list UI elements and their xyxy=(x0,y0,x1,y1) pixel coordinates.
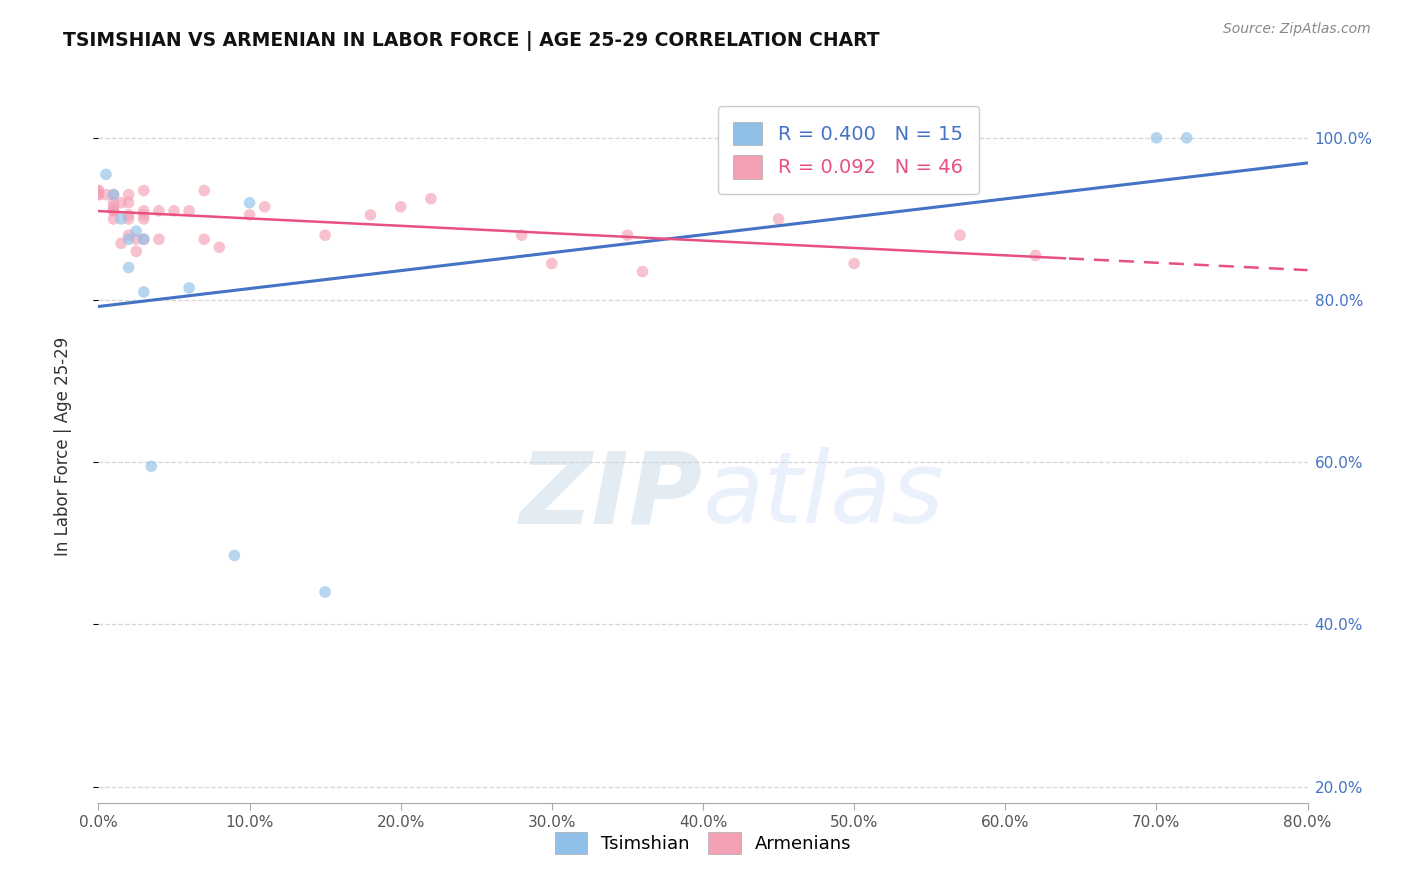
Point xyxy=(103,203,125,218)
Point xyxy=(118,232,141,246)
Point xyxy=(314,228,336,243)
Point xyxy=(1024,248,1046,262)
Text: Source: ZipAtlas.com: Source: ZipAtlas.com xyxy=(1223,22,1371,37)
Point xyxy=(125,232,148,246)
Point xyxy=(768,211,790,226)
Point xyxy=(193,184,215,198)
Point xyxy=(103,203,125,218)
Point xyxy=(239,195,262,210)
Point xyxy=(125,244,148,259)
Point xyxy=(110,195,132,210)
Point xyxy=(208,240,231,254)
Point xyxy=(148,232,170,246)
Point xyxy=(616,228,638,243)
Point xyxy=(420,192,443,206)
Point xyxy=(239,208,262,222)
Point xyxy=(118,187,141,202)
Point xyxy=(87,184,110,198)
Point xyxy=(103,187,125,202)
Point xyxy=(314,585,336,599)
Point xyxy=(844,256,866,270)
Point xyxy=(1175,131,1198,145)
Point xyxy=(141,459,163,474)
Point xyxy=(103,195,125,210)
Point xyxy=(389,200,412,214)
Point xyxy=(94,187,117,202)
Point xyxy=(110,211,132,226)
Point xyxy=(132,232,155,246)
Point xyxy=(103,200,125,214)
Point xyxy=(118,211,141,226)
Point xyxy=(163,203,186,218)
Point xyxy=(949,228,972,243)
Point xyxy=(103,211,125,226)
Text: atlas: atlas xyxy=(703,448,945,544)
Point xyxy=(132,285,155,299)
Point xyxy=(193,232,215,246)
Text: TSIMSHIAN VS ARMENIAN IN LABOR FORCE | AGE 25-29 CORRELATION CHART: TSIMSHIAN VS ARMENIAN IN LABOR FORCE | A… xyxy=(63,31,880,51)
Point xyxy=(132,203,155,218)
Point xyxy=(253,200,276,214)
Point xyxy=(360,208,382,222)
Point xyxy=(118,260,141,275)
Point xyxy=(1144,131,1167,145)
Point xyxy=(132,208,155,222)
Point xyxy=(103,187,125,202)
Point xyxy=(132,184,155,198)
Point xyxy=(94,167,117,181)
Point xyxy=(224,549,246,563)
Y-axis label: In Labor Force | Age 25-29: In Labor Force | Age 25-29 xyxy=(53,336,72,556)
Point xyxy=(110,236,132,251)
Point xyxy=(148,203,170,218)
Text: ZIP: ZIP xyxy=(520,448,703,544)
Point xyxy=(87,184,110,198)
Point xyxy=(179,281,201,295)
Legend: Tsimshian, Armenians: Tsimshian, Armenians xyxy=(547,825,859,862)
Point xyxy=(132,211,155,226)
Point xyxy=(540,256,562,270)
Point xyxy=(510,228,533,243)
Point xyxy=(118,195,141,210)
Point xyxy=(87,187,110,202)
Point xyxy=(87,187,110,202)
Point xyxy=(125,224,148,238)
Point xyxy=(179,203,201,218)
Point xyxy=(118,228,141,243)
Point xyxy=(631,265,654,279)
Point xyxy=(118,208,141,222)
Point xyxy=(132,232,155,246)
